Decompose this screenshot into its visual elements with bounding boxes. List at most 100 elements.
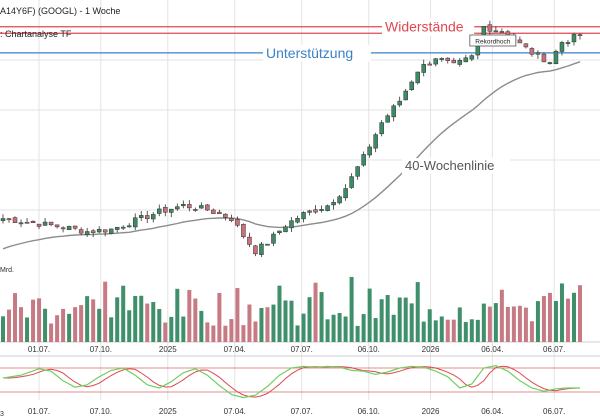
volume-bar bbox=[391, 314, 396, 342]
volume-bar bbox=[139, 295, 144, 342]
candle bbox=[90, 229, 96, 238]
x-tick-label: 07.10. bbox=[90, 345, 112, 354]
x-tick-label-lower: 01.07. bbox=[28, 407, 50, 416]
candle bbox=[331, 199, 336, 210]
stochastic-panel bbox=[0, 364, 600, 399]
x-axis-ticks: 01.07. 01.07. 07.10. 07.10. 2025 2025 07.04. 07… bbox=[28, 345, 565, 416]
candle bbox=[457, 57, 463, 67]
candle bbox=[391, 104, 396, 122]
candle bbox=[145, 210, 150, 223]
resistance-label: Widerstände bbox=[385, 19, 464, 35]
volume-bar bbox=[385, 295, 390, 342]
volume-bar bbox=[295, 325, 300, 342]
volume-bar bbox=[578, 285, 582, 342]
volume-bar bbox=[67, 313, 72, 342]
ma-label: 40-Wochenlinie bbox=[405, 158, 494, 173]
x-tick-label: 06.10. bbox=[358, 345, 380, 354]
candle bbox=[397, 96, 402, 108]
candle bbox=[415, 71, 420, 85]
candle bbox=[517, 36, 523, 44]
volume-bar bbox=[1, 316, 5, 342]
volume-bar bbox=[223, 325, 228, 342]
candle bbox=[199, 202, 204, 209]
volume-bar bbox=[151, 302, 156, 342]
volume-bar bbox=[247, 304, 252, 342]
x-tick-label: 07.04. bbox=[224, 345, 246, 354]
volume-bar bbox=[79, 305, 84, 342]
candle bbox=[283, 224, 288, 233]
volume-bar bbox=[379, 299, 384, 342]
candle bbox=[385, 113, 390, 123]
candle bbox=[42, 218, 48, 227]
candles bbox=[0, 20, 583, 258]
volume-bar bbox=[91, 299, 96, 342]
candle bbox=[301, 211, 306, 223]
volume-bar bbox=[85, 296, 90, 342]
resistance-label-bg bbox=[382, 18, 475, 36]
candle bbox=[277, 230, 282, 235]
candle bbox=[24, 218, 30, 224]
volume-bar bbox=[61, 308, 66, 342]
candle bbox=[553, 49, 559, 65]
volume-bar bbox=[97, 308, 102, 342]
volume-bar bbox=[283, 300, 288, 342]
volume-bar bbox=[205, 322, 210, 342]
x-tick-label-lower: 07.04. bbox=[224, 407, 246, 416]
volume-bar bbox=[469, 319, 474, 342]
support-label: Unterstützung bbox=[266, 45, 353, 61]
candle bbox=[451, 57, 457, 64]
candle bbox=[229, 214, 234, 223]
volume-bar bbox=[109, 317, 114, 342]
candle bbox=[487, 20, 493, 35]
candle bbox=[54, 224, 60, 229]
candle bbox=[289, 217, 294, 232]
candle bbox=[367, 144, 372, 158]
candle bbox=[499, 28, 505, 33]
candle bbox=[379, 120, 384, 137]
candle bbox=[102, 229, 108, 237]
x-tick-label: 01.07. bbox=[28, 345, 50, 354]
x-tick-label: 06.04. bbox=[481, 345, 503, 354]
candle bbox=[463, 54, 469, 63]
x-tick-label: 06.07. bbox=[543, 345, 565, 354]
volume-bar bbox=[121, 285, 126, 342]
candle bbox=[18, 219, 24, 228]
candle bbox=[307, 209, 312, 216]
x-tick-label-lower: 2026 bbox=[422, 407, 440, 416]
volume-bar bbox=[415, 282, 420, 342]
volume-bar bbox=[145, 303, 150, 342]
volume-bar bbox=[337, 313, 342, 342]
volume-bar bbox=[523, 307, 528, 342]
volume-bar bbox=[49, 323, 54, 342]
candle bbox=[96, 226, 102, 234]
candle bbox=[72, 225, 78, 231]
candle bbox=[523, 43, 529, 49]
x-tick-label-lower: 2025 bbox=[159, 407, 177, 416]
volume-bar bbox=[487, 306, 492, 342]
volume-bar bbox=[217, 292, 222, 342]
volume-bar bbox=[277, 285, 282, 342]
volume-bar bbox=[289, 300, 294, 342]
candle bbox=[271, 231, 276, 246]
candle bbox=[409, 80, 414, 91]
candle bbox=[445, 57, 451, 64]
volume-bar bbox=[373, 318, 378, 342]
candle bbox=[559, 40, 565, 56]
volume-bar bbox=[25, 317, 30, 342]
candle bbox=[325, 204, 330, 212]
volume-bar bbox=[31, 299, 36, 342]
candle bbox=[355, 166, 360, 180]
support-label-bg bbox=[263, 44, 371, 62]
volume-bar bbox=[73, 307, 78, 342]
volume-bar bbox=[259, 307, 264, 342]
candle bbox=[547, 61, 553, 65]
volume-bar bbox=[553, 300, 558, 342]
candle bbox=[138, 211, 144, 221]
candle bbox=[361, 151, 366, 167]
candle bbox=[439, 57, 445, 62]
volume-bar bbox=[271, 304, 276, 342]
volume-bar bbox=[457, 307, 462, 342]
volume-bar bbox=[169, 316, 174, 342]
volume-bar bbox=[367, 288, 372, 342]
candle bbox=[169, 208, 174, 218]
